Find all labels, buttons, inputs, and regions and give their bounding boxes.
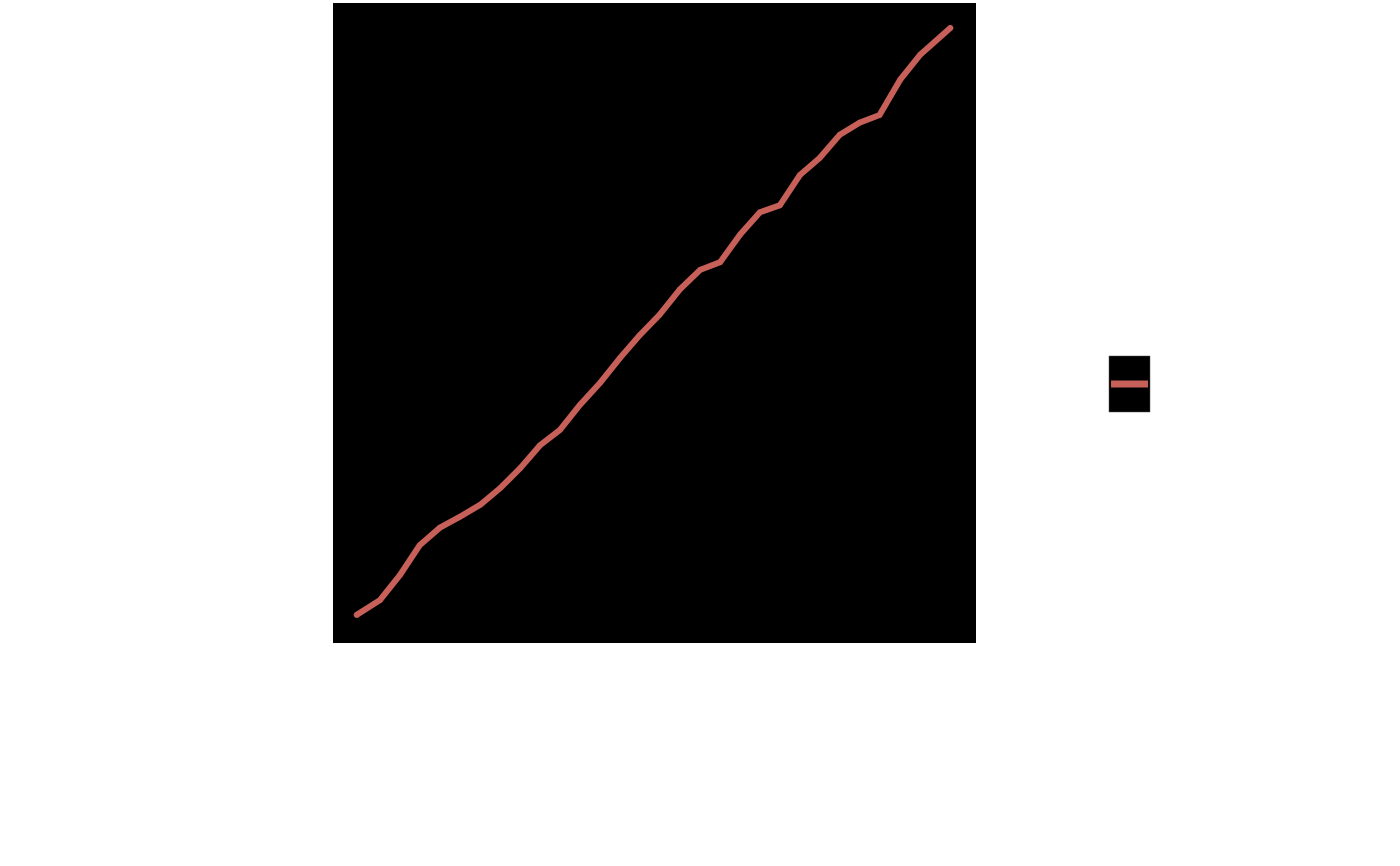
data-point [376, 597, 383, 604]
data-point [917, 51, 924, 58]
data-point [737, 231, 744, 238]
data-point [596, 380, 603, 387]
data-point [576, 401, 583, 408]
data-point [816, 154, 823, 161]
data-point [616, 355, 623, 362]
data-point [676, 286, 683, 293]
data-point [756, 209, 763, 216]
data-point [776, 202, 783, 209]
data-point [836, 131, 843, 138]
data-point [697, 266, 704, 273]
data-point [796, 172, 803, 179]
legend [1108, 355, 1151, 413]
data-point [353, 611, 360, 618]
data-point [876, 112, 883, 118]
data-point [416, 542, 423, 549]
data-point [497, 485, 504, 492]
data-point [897, 76, 904, 83]
data-point [556, 426, 563, 433]
data-point [477, 501, 484, 508]
data-point [537, 442, 544, 449]
data-point [436, 524, 443, 531]
data-point [717, 259, 724, 266]
data-point [517, 465, 524, 472]
data-point [656, 311, 663, 318]
data-point [856, 119, 863, 126]
series-line-0 [353, 24, 954, 618]
data-point [396, 572, 403, 579]
data-point [456, 513, 463, 520]
data-point [636, 332, 643, 339]
series-layer [353, 24, 954, 618]
data-point [947, 24, 954, 31]
